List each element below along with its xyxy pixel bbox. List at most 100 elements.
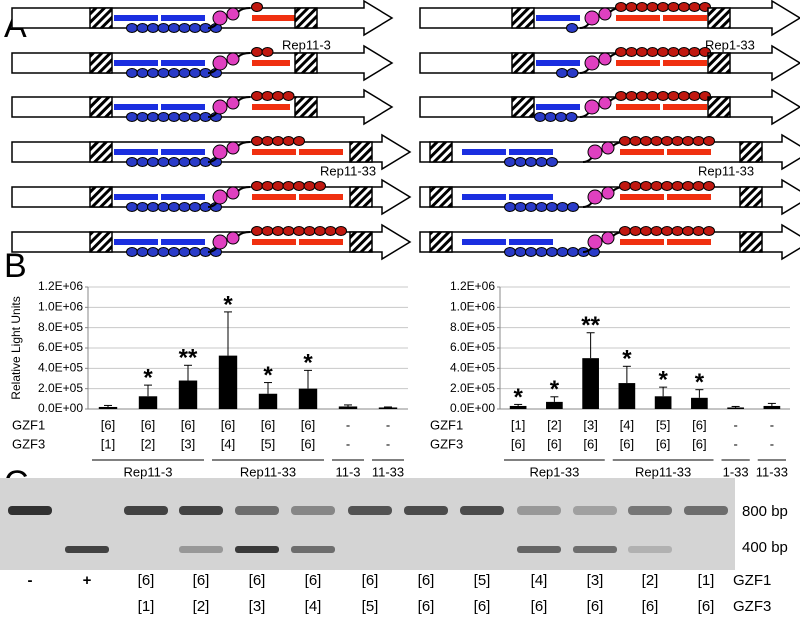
- significance: *: [695, 369, 705, 396]
- red-bead: [261, 226, 274, 236]
- lane-label: [4]: [531, 572, 548, 589]
- blue-site: [114, 104, 158, 110]
- red-bead: [619, 181, 631, 191]
- blue-bead: [189, 23, 201, 33]
- red-bead: [657, 2, 669, 12]
- red-bead: [251, 181, 263, 191]
- y-tick-label: 2.0E+05: [450, 381, 495, 395]
- red-bead: [657, 47, 669, 57]
- x-tick-label: -: [770, 436, 774, 451]
- red-bead: [692, 136, 705, 146]
- gel-band: [684, 506, 728, 515]
- panel-label: B: [4, 247, 27, 285]
- x-tick-label: [6]: [181, 417, 195, 432]
- red-bead: [692, 181, 705, 191]
- red-site: [252, 239, 296, 245]
- bar: [258, 393, 278, 409]
- pink-domain: [587, 189, 603, 205]
- linker: [237, 186, 251, 192]
- hatch-box: [429, 186, 453, 208]
- blue-site: [509, 239, 553, 245]
- significance: *: [223, 291, 233, 318]
- hatch-box: [294, 7, 318, 29]
- blue-bead: [525, 202, 537, 212]
- y-tick-label: 0.0E+00: [38, 401, 83, 415]
- red-bead: [646, 91, 659, 101]
- red-bead: [303, 226, 316, 236]
- group-label: 11-33: [372, 464, 404, 479]
- y-tick-label: 1.0E+06: [38, 300, 83, 314]
- lane-label: [6]: [698, 598, 715, 615]
- blue-site: [536, 60, 580, 66]
- red-bead: [261, 91, 274, 101]
- size-marker: 800 bp: [742, 503, 788, 520]
- pink-domain: [226, 231, 240, 245]
- blue-site: [509, 194, 553, 200]
- group-label: Rep11-33: [635, 464, 691, 479]
- red-site: [667, 194, 711, 200]
- red-bead: [272, 226, 284, 236]
- blue-bead: [546, 157, 558, 167]
- x-tick-label: [6]: [141, 417, 155, 432]
- blue-bead: [157, 157, 170, 167]
- blue-bead: [534, 112, 546, 122]
- red-bead: [678, 2, 690, 12]
- hatch-box: [294, 52, 318, 74]
- pink-domain: [584, 55, 600, 71]
- x-tick-label: [6]: [221, 417, 235, 432]
- red-bead: [636, 2, 648, 12]
- red-bead: [615, 2, 627, 12]
- red-bead: [671, 136, 684, 146]
- bar: [763, 405, 781, 409]
- gel-band: [124, 506, 168, 515]
- red-bead: [688, 91, 701, 101]
- gel-band: [517, 506, 561, 515]
- x-tick-label: [6]: [261, 417, 275, 432]
- pink-domain: [598, 7, 612, 21]
- red-bead: [682, 226, 694, 236]
- bar: [138, 396, 158, 409]
- group-label: 1-33: [723, 464, 749, 479]
- gel-band: [291, 506, 335, 515]
- linker: [237, 96, 251, 102]
- blue-bead: [136, 202, 149, 212]
- pink-domain: [598, 52, 612, 66]
- pink-domain: [598, 96, 612, 110]
- lane-label: [6]: [474, 598, 491, 615]
- y-axis-label: Relative Light Units: [9, 296, 23, 399]
- blue-bead: [189, 68, 201, 78]
- gel-band: [628, 506, 672, 515]
- construct-label: Rep1-33: [705, 37, 755, 52]
- lane-label: [2]: [642, 572, 659, 589]
- red-bead: [650, 181, 663, 191]
- x-tick-label: [5]: [656, 417, 670, 432]
- red-bead: [282, 181, 295, 191]
- significance: *: [143, 364, 153, 391]
- bar: [727, 407, 744, 409]
- blue-bead: [147, 247, 159, 257]
- blue-bead: [168, 247, 180, 257]
- row-name: GZF3: [430, 436, 463, 451]
- blue-bead: [157, 23, 170, 33]
- blue-bead: [178, 112, 191, 122]
- blue-bead: [535, 202, 548, 212]
- red-bead: [293, 136, 305, 146]
- hatch-box: [89, 141, 113, 163]
- blue-site: [114, 149, 158, 155]
- red-bead: [678, 47, 690, 57]
- red-bead: [650, 136, 663, 146]
- group-label: Rep11-3: [124, 464, 173, 479]
- gel-band: [179, 546, 223, 553]
- y-tick-label: 8.0E+05: [450, 320, 495, 334]
- pink-domain: [601, 141, 615, 155]
- group-label: Rep11-33: [240, 464, 296, 479]
- blue-bead: [136, 247, 149, 257]
- red-bead: [272, 181, 284, 191]
- x-tick-label: [6]: [583, 436, 597, 451]
- hatch-box: [89, 52, 113, 74]
- pink-domain: [226, 96, 240, 110]
- gel-band: [179, 506, 223, 515]
- bar: [98, 406, 118, 409]
- blue-bead: [136, 23, 149, 33]
- red-bead: [646, 2, 659, 12]
